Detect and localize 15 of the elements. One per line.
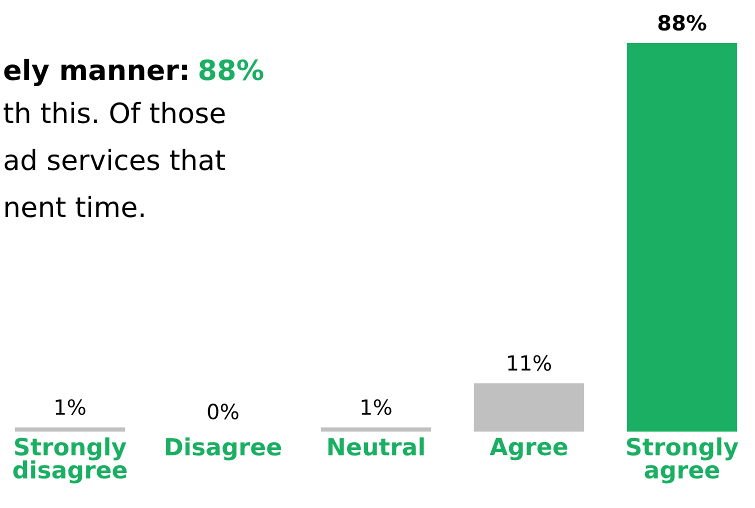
x-tick-label: Strongly disagree bbox=[13, 437, 127, 484]
x-tick-label: Neutral bbox=[328, 437, 424, 456]
data-label: 1% bbox=[56, 399, 86, 416]
annotation: nent time. bbox=[6, 196, 144, 218]
x-tick-label: Disagree bbox=[166, 437, 281, 460]
data-label: 88% bbox=[658, 14, 706, 31]
annotation: ely manner: bbox=[4, 58, 187, 86]
annotation: th this. Of those bbox=[4, 102, 225, 124]
data-label: 1% bbox=[362, 399, 392, 416]
data-label: 11% bbox=[508, 355, 552, 371]
x-tick-label: Strongly agree bbox=[627, 437, 738, 484]
x-tick-label: Agree bbox=[490, 438, 568, 460]
annotation: ad services that bbox=[4, 148, 226, 170]
annotation: 88% bbox=[199, 59, 264, 80]
data-label: 0% bbox=[208, 404, 238, 420]
